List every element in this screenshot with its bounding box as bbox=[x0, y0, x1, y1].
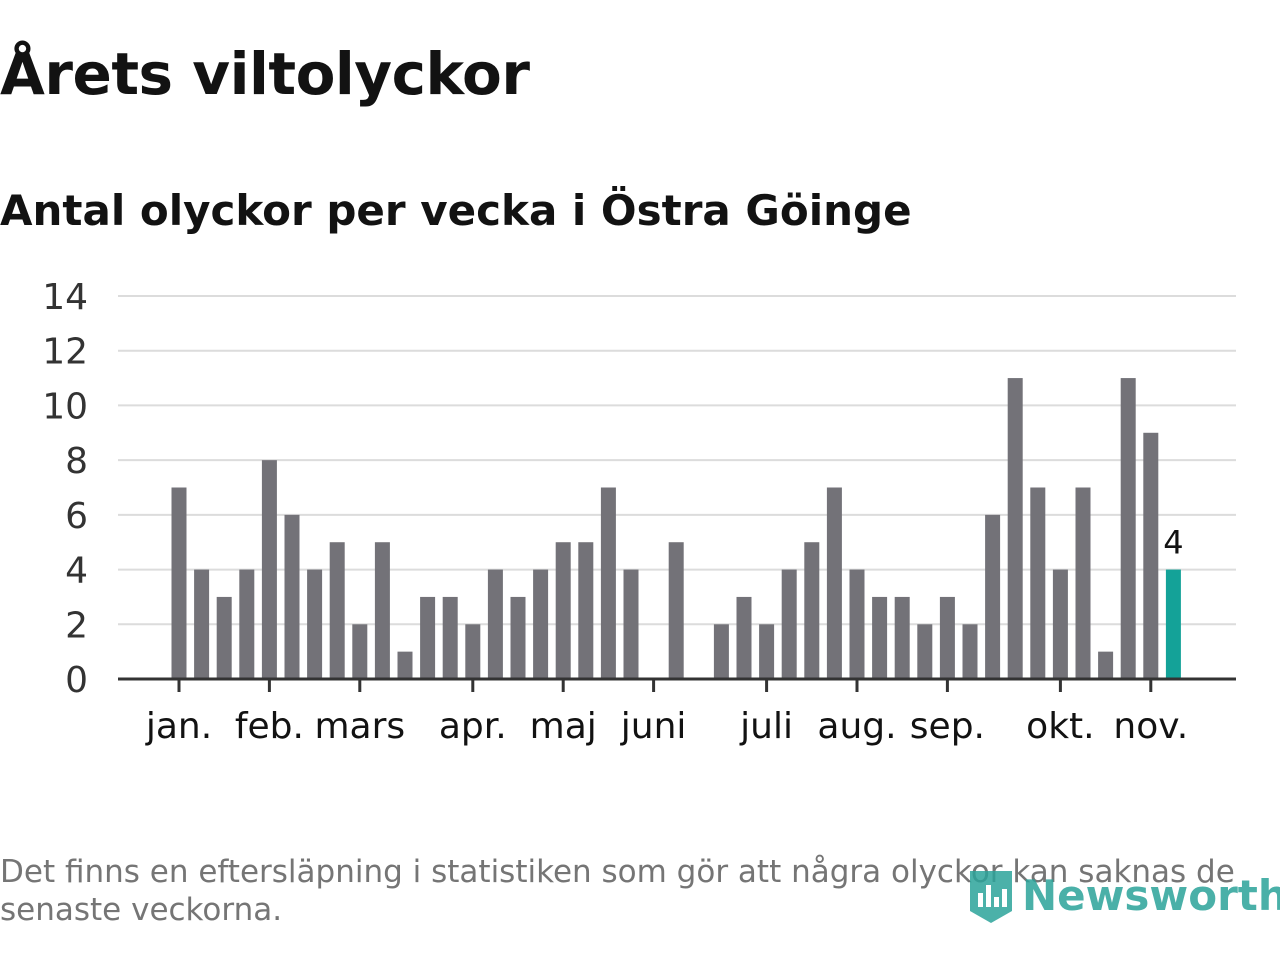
bar bbox=[1143, 432, 1159, 679]
brand-logo: Newsworthy bbox=[966, 862, 1280, 928]
bar bbox=[239, 569, 255, 679]
x-tick-label: apr. bbox=[439, 706, 507, 747]
bar bbox=[307, 569, 323, 679]
brand-name: Newsworthy bbox=[1022, 870, 1280, 920]
bar bbox=[578, 542, 594, 679]
data-labels: 4 bbox=[1161, 522, 1185, 564]
bar bbox=[781, 569, 797, 679]
bar bbox=[939, 596, 955, 679]
y-tick-label: 10 bbox=[42, 386, 88, 427]
x-tick-label: feb. bbox=[235, 706, 304, 747]
footnote: Det finns en eftersläpning i statistiken… bbox=[0, 854, 1235, 928]
bar bbox=[962, 624, 978, 679]
y-tick-label: 0 bbox=[65, 660, 88, 701]
bar bbox=[1030, 487, 1046, 679]
bar bbox=[1120, 378, 1136, 679]
bar bbox=[420, 596, 436, 679]
y-tick-label: 6 bbox=[65, 496, 88, 537]
bar bbox=[623, 569, 639, 679]
y-tick-label: 12 bbox=[42, 332, 88, 373]
bar bbox=[487, 569, 503, 679]
bar bbox=[284, 514, 300, 679]
bar bbox=[216, 596, 232, 679]
bar bbox=[600, 487, 616, 679]
x-tick-label: sep. bbox=[910, 706, 985, 747]
newsworthy-logo-icon bbox=[970, 871, 1012, 923]
bar bbox=[397, 651, 413, 679]
x-axis: jan. feb. mars apr. maj juni juli aug. sep. okt. n… bbox=[118, 677, 1236, 747]
bar bbox=[374, 542, 390, 679]
bar bbox=[261, 460, 277, 679]
y-tick-label: 14 bbox=[42, 277, 88, 318]
bar bbox=[736, 596, 752, 679]
y-tick-label: 4 bbox=[65, 551, 88, 592]
bar bbox=[985, 514, 1001, 679]
bar bbox=[849, 569, 865, 679]
bar bbox=[465, 624, 481, 679]
x-tick-label: maj bbox=[530, 706, 597, 747]
bar bbox=[1098, 651, 1114, 679]
bar bbox=[668, 542, 684, 679]
chart-title: Årets viltolyckor bbox=[0, 40, 530, 108]
bar bbox=[442, 596, 458, 679]
x-tick-label: juni bbox=[620, 706, 687, 747]
bar bbox=[171, 487, 187, 679]
bar bbox=[759, 624, 775, 679]
x-tick-label: aug. bbox=[817, 706, 896, 747]
bar bbox=[555, 542, 571, 679]
bar bbox=[1052, 569, 1068, 679]
bar bbox=[826, 487, 842, 679]
bar bbox=[329, 542, 345, 679]
bar bbox=[894, 596, 910, 679]
bar bbox=[533, 569, 549, 679]
x-tick-label: nov. bbox=[1113, 706, 1188, 747]
bar bbox=[352, 624, 368, 679]
bar bbox=[1007, 378, 1023, 679]
bar-chart: 0 2 4 6 8 10 12 14 jan. feb. mars apr. maj juni juli a… bbox=[42, 277, 1236, 747]
bar bbox=[1075, 487, 1091, 679]
bar bbox=[713, 624, 729, 679]
gridlines bbox=[118, 295, 1236, 626]
data-label-latest: 4 bbox=[1163, 524, 1183, 562]
bar bbox=[872, 596, 888, 679]
x-tick-label: juli bbox=[739, 706, 793, 747]
bar bbox=[510, 596, 526, 679]
bar bbox=[194, 569, 210, 679]
y-tick-label: 8 bbox=[65, 441, 88, 482]
x-tick-label: mars bbox=[314, 706, 405, 747]
bars bbox=[171, 378, 1181, 679]
bar bbox=[804, 542, 820, 679]
x-tick-label: okt. bbox=[1026, 706, 1094, 747]
bar bbox=[917, 624, 933, 679]
bar-latest-week bbox=[1165, 569, 1181, 679]
y-tick-label: 2 bbox=[65, 605, 88, 646]
x-tick-label: jan. bbox=[145, 706, 212, 747]
chart-subtitle: Antal olyckor per vecka i Östra Göinge bbox=[0, 186, 912, 235]
y-axis-tick-labels: 0 2 4 6 8 10 12 14 bbox=[42, 277, 88, 701]
